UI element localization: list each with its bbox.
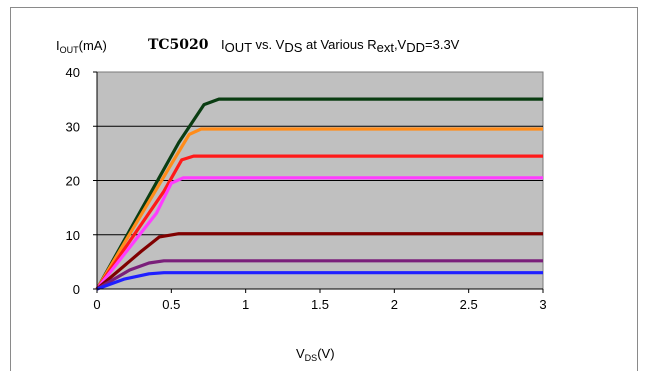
chart-title: TC5020 IOUT vs. VDS at Various Rext,VDD=… bbox=[148, 36, 460, 55]
chart-title-device: TC5020 bbox=[148, 37, 209, 53]
series-line-4 bbox=[95, 176, 543, 290]
y-axis-label: IOUT(mA) bbox=[56, 38, 107, 55]
series-line-2 bbox=[95, 127, 543, 290]
y-tick-labels: 0 10 20 30 40 bbox=[66, 65, 80, 297]
x-tick-label-0.5: 0.5 bbox=[162, 297, 180, 312]
y-tick-label-10: 10 bbox=[66, 228, 80, 243]
x-tick-labels: 0 0.5 1 1.5 2 2.5 3 bbox=[93, 297, 546, 312]
series-line-1 bbox=[95, 97, 543, 290]
y-tick-label-0: 0 bbox=[73, 282, 80, 297]
y-tick-label-40: 40 bbox=[66, 65, 80, 80]
series-line-3 bbox=[95, 154, 543, 290]
series-line-7 bbox=[96, 271, 543, 291]
series-group bbox=[95, 97, 543, 291]
x-axis-label: VDS(V) bbox=[296, 346, 335, 363]
x-tick-label-2.5: 2.5 bbox=[460, 297, 478, 312]
x-tick-label-2: 2 bbox=[391, 297, 398, 312]
y-tick-label-20: 20 bbox=[66, 174, 80, 189]
y-tick-label-30: 30 bbox=[66, 119, 80, 134]
series-line-6 bbox=[96, 259, 543, 291]
axes bbox=[93, 71, 544, 293]
x-tick-label-0: 0 bbox=[93, 297, 100, 312]
x-tick-label-3: 3 bbox=[539, 297, 546, 312]
series-line-5 bbox=[95, 232, 543, 291]
x-tick-label-1.5: 1.5 bbox=[311, 297, 329, 312]
x-tick-label-1: 1 bbox=[242, 297, 249, 312]
